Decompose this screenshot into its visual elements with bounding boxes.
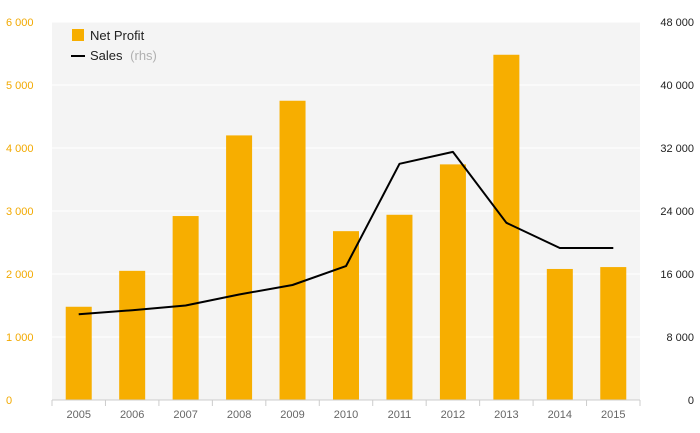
bar-net-profit-2012 xyxy=(439,164,466,400)
bar-net-profit-2008 xyxy=(226,135,253,400)
y-right-tick-label: 16 000 xyxy=(660,269,694,281)
axes: 0 1 000 2 000 3 000 4 000 5 000 6 000 0 8 000 16 … xyxy=(6,17,694,421)
x-tick-label-2007: 2007 xyxy=(173,409,197,421)
bar-net-profit-2015 xyxy=(600,267,627,400)
x-tick-label-2014: 2014 xyxy=(548,409,572,421)
x-tick-label-2009: 2009 xyxy=(280,409,304,421)
y-left-tick-label: 2 000 xyxy=(6,269,34,281)
x-tick-label-2013: 2013 xyxy=(494,409,518,421)
bar-net-profit-2010 xyxy=(333,231,359,400)
y-right-tick-label: 0 xyxy=(688,395,694,407)
legend-swatch-net-profit xyxy=(72,29,84,41)
x-tick-label-2010: 2010 xyxy=(334,409,358,421)
legend-label-net-profit: Net Profit xyxy=(90,28,145,43)
y-right-tick-label: 32 000 xyxy=(660,143,694,155)
legend-label-sales-name: Sales xyxy=(90,48,123,63)
x-tick-label-2011: 2011 xyxy=(388,409,412,421)
bar-net-profit-2009 xyxy=(279,100,306,400)
bars xyxy=(65,54,627,400)
x-tick-label-2005: 2005 xyxy=(66,409,90,421)
x-tick-label-2006: 2006 xyxy=(120,409,144,421)
legend-label-sales: Sales (rhs) xyxy=(90,48,157,63)
y-left-tick-label: 1 000 xyxy=(6,332,34,344)
bar-net-profit-2014 xyxy=(546,268,573,400)
bar-net-profit-2006 xyxy=(119,270,146,400)
legend: Net Profit Sales (rhs) xyxy=(71,28,157,63)
y-left-tick-label: 3 000 xyxy=(6,206,34,218)
legend-label-sales-suffix: (rhs) xyxy=(130,48,157,63)
sales-line-layer xyxy=(78,150,614,316)
x-tick-label-2008: 2008 xyxy=(227,409,251,421)
y-left-tick-label: 0 xyxy=(6,395,12,407)
y-left-tick-label: 6 000 xyxy=(6,17,34,29)
y-left-tick-label: 4 000 xyxy=(6,143,34,155)
bar-net-profit-2005 xyxy=(65,306,92,400)
y-right-tick-label: 48 000 xyxy=(660,17,694,29)
x-tick-label-2015: 2015 xyxy=(601,409,625,421)
bar-net-profit-2011 xyxy=(386,214,413,400)
x-tick-label-2012: 2012 xyxy=(441,409,465,421)
y-right-tick-label: 40 000 xyxy=(660,80,694,92)
y-left-tick-label: 5 000 xyxy=(6,80,34,92)
sales-line xyxy=(78,150,614,316)
y-right-tick-label: 24 000 xyxy=(660,206,694,218)
y-right-tick-label: 8 000 xyxy=(666,332,694,344)
bar-net-profit-2007 xyxy=(172,216,199,400)
